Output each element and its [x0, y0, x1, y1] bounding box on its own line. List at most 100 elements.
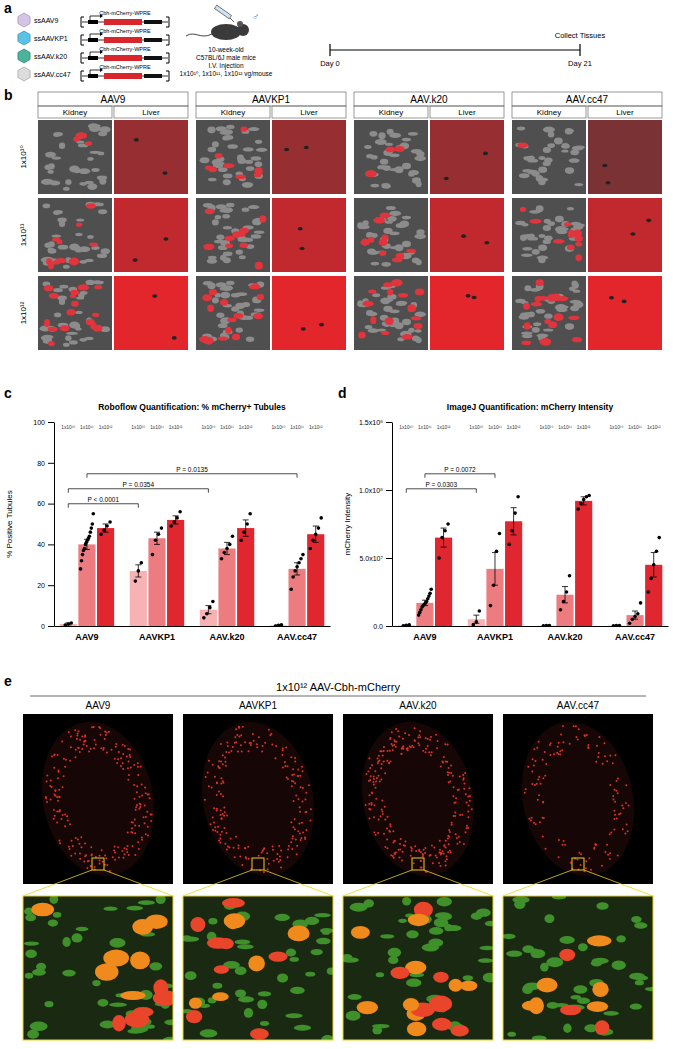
positive-tubule	[48, 262, 54, 269]
positive-tubule	[190, 917, 205, 932]
signal-speck	[273, 860, 275, 862]
promoter-arrow	[90, 16, 100, 20]
signal-speck	[272, 846, 274, 848]
tick: 0	[41, 623, 54, 630]
tubule	[570, 150, 579, 156]
tubule	[87, 157, 93, 161]
tubule	[565, 323, 574, 330]
chart-title: ImageJ Quantification: mCherry Intensity	[447, 402, 614, 412]
dose-label: 1x10¹⁰	[201, 425, 215, 430]
signal-speck	[544, 751, 546, 753]
tubule	[402, 216, 411, 220]
signal-speck	[84, 842, 86, 844]
signal-speck	[598, 752, 600, 754]
signal-speck	[72, 845, 74, 847]
data-point	[657, 536, 661, 540]
tile-ground	[354, 276, 428, 350]
tubule	[380, 297, 390, 304]
signal-speck	[300, 837, 302, 839]
signal-speck	[375, 781, 377, 783]
signal-speck	[420, 860, 422, 862]
section-label: AAV.k20	[399, 700, 437, 711]
zoom-connector	[23, 870, 173, 896]
signal-speck	[414, 845, 416, 847]
mouse-tail	[186, 34, 212, 36]
signal-speck	[625, 802, 627, 804]
tubule	[215, 215, 221, 220]
signal-speck	[129, 748, 131, 750]
positive-tubule	[145, 914, 167, 928]
signal-speck	[469, 795, 471, 797]
green-cell	[612, 960, 626, 970]
signal-speck	[226, 742, 228, 744]
signal-speck	[104, 854, 106, 856]
signal-speck	[219, 842, 221, 844]
signal-speck	[123, 847, 125, 849]
error-bar	[441, 528, 447, 547]
signal-speck	[462, 774, 464, 776]
tubule	[85, 280, 94, 285]
liver-micrograph	[272, 276, 346, 350]
positive-tubule	[239, 243, 247, 248]
signal-speck	[388, 762, 390, 764]
signal-speck	[609, 858, 611, 860]
data-point	[248, 512, 252, 516]
x-axis: AAV9AAVKP1AAV.k20AAV.cc47	[393, 626, 669, 642]
signal-speck	[54, 794, 56, 796]
tubule	[235, 303, 245, 309]
signal-speck	[562, 725, 564, 727]
signal-speck	[79, 739, 81, 741]
zoom-region	[572, 858, 584, 870]
positive-tubule	[207, 937, 230, 949]
header-cell	[588, 106, 662, 118]
signal-speck	[222, 763, 224, 765]
tubule	[561, 149, 568, 152]
signal-speck	[435, 734, 437, 736]
signal-speck	[214, 826, 216, 828]
dose-row-label: 1x10¹²	[19, 301, 28, 324]
tubule	[389, 309, 400, 313]
liver-signal	[272, 276, 346, 350]
signal-speck	[614, 801, 616, 803]
liver-signal	[588, 120, 662, 194]
zoom-image	[343, 896, 493, 1040]
signal-speck	[610, 832, 612, 834]
signal-speck	[282, 754, 284, 756]
dose-label: 1x10¹⁰	[609, 425, 623, 430]
signal-speck	[625, 784, 627, 786]
tubule	[554, 137, 563, 144]
signal-speck	[573, 725, 575, 727]
signal-speck	[535, 823, 537, 825]
green-cell	[388, 956, 398, 964]
section-label: AAV9	[86, 700, 111, 711]
signal-speck	[70, 746, 72, 748]
tubule	[538, 167, 547, 173]
signal-speck	[445, 840, 447, 842]
green-cell	[429, 927, 444, 935]
construct-label: Cbh-mCherry-WPRE	[99, 28, 151, 34]
signal-speck	[549, 754, 551, 756]
signal-speck	[384, 806, 386, 808]
signal-speck	[224, 811, 226, 813]
signal-speck	[290, 841, 292, 843]
signal-speck	[542, 836, 544, 838]
itr	[81, 35, 169, 45]
signal-speck	[141, 795, 143, 797]
tubule	[59, 143, 65, 150]
signal-speck	[235, 728, 237, 730]
positive-tubule	[250, 1028, 269, 1039]
tick: 80	[37, 460, 54, 467]
data-point	[91, 512, 95, 516]
signal-speck	[61, 740, 63, 742]
positive-tubule	[237, 231, 245, 236]
signal-speck	[122, 753, 124, 755]
tubule	[358, 225, 369, 230]
signal-speck	[129, 756, 131, 758]
signal-speck	[239, 855, 241, 857]
tile-ground	[114, 120, 188, 194]
tick-mark	[386, 422, 392, 423]
signal-speck	[447, 838, 449, 840]
positive-tubule	[523, 303, 530, 310]
signal-speck	[301, 801, 303, 803]
positive-tubule	[255, 262, 263, 270]
